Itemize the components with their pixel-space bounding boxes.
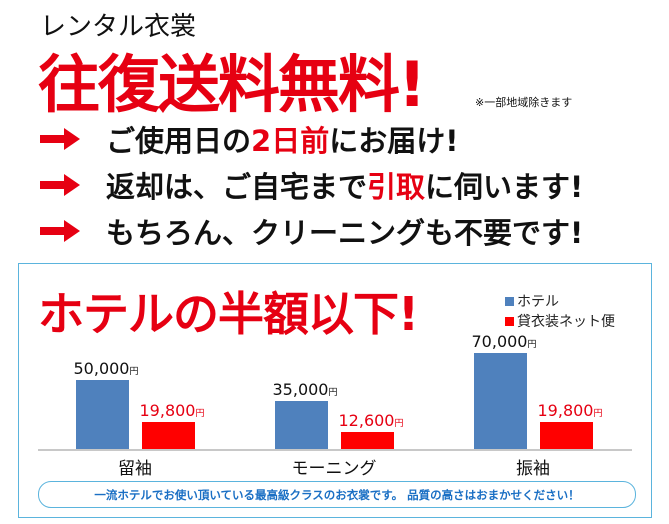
note: ※一部地域除きます <box>475 96 573 109</box>
legend-item-rental: 貸衣装ネット便 <box>505 311 615 331</box>
feature-text: に伺います! <box>425 170 584 204</box>
unit: 円 <box>394 418 404 429</box>
legend-swatch <box>505 316 514 326</box>
data-label: 12,600円 <box>339 411 404 430</box>
arrow-right-icon <box>40 128 80 150</box>
feature-item: もちろん、クリーニングも不要です! <box>40 210 583 252</box>
legend-swatch <box>505 296 514 306</box>
unit: 円 <box>328 388 338 398</box>
highlight-text: 引取 <box>367 170 426 204</box>
data-label: 35,000円 <box>273 380 338 399</box>
highlight-text: 2日前 <box>251 124 330 158</box>
chart-box <box>18 263 652 518</box>
feature-text: にお届け! <box>329 124 459 158</box>
feature-text: 返却は、ご自宅まで <box>106 170 368 204</box>
data-label: 19,800円 <box>140 401 205 420</box>
feature-text: ご使用日の <box>106 124 252 158</box>
data-label: 50,000円 <box>74 359 139 378</box>
data-value: 19,800 <box>139 400 196 420</box>
category-label: モーニング <box>291 459 377 479</box>
bar-hotel <box>76 380 129 449</box>
unit: 円 <box>593 408 603 419</box>
feature-item: 返却は、ご自宅まで 引取 に伺います! <box>40 164 583 206</box>
category-label: 留袖 <box>118 459 152 479</box>
bar-hotel <box>275 401 328 449</box>
subtitle: レンタル衣裳 <box>40 12 197 42</box>
footer-note: 一流ホテルでお使い頂いている最高級クラスのお衣裳です。 品質の高さはおまかせくだ… <box>38 481 636 508</box>
data-label: 19,800円 <box>538 401 603 420</box>
legend-item-hotel: ホテル <box>505 291 559 311</box>
chart-title: ホテルの半額以下! <box>38 287 419 341</box>
unit: 円 <box>129 367 139 378</box>
headline: 往復送料無料! <box>38 48 426 121</box>
data-value: 70,000 <box>471 332 528 351</box>
data-value: 35,000 <box>272 380 329 399</box>
bar-rental <box>341 431 394 449</box>
legend-label: ホテル <box>517 294 559 310</box>
unit: 円 <box>195 408 205 419</box>
arrow-right-icon <box>40 220 80 242</box>
bar-hotel <box>474 353 527 449</box>
data-label: 70,000円 <box>472 332 537 351</box>
data-value: 50,000 <box>73 359 130 379</box>
feature-text: もちろん、クリーニングも不要です! <box>106 216 584 250</box>
bar-rental <box>142 421 195 449</box>
bar-rental <box>540 421 593 449</box>
arrow-right-icon <box>40 174 80 196</box>
data-value: 19,800 <box>537 400 594 420</box>
legend-label: 貸衣装ネット便 <box>517 314 615 330</box>
feature-item: ご使用日の 2日前 にお届け! <box>40 118 458 160</box>
x-axis-line <box>38 449 632 451</box>
data-value: 12,600 <box>338 410 395 430</box>
unit: 円 <box>527 340 537 350</box>
category-label: 振袖 <box>516 459 550 479</box>
